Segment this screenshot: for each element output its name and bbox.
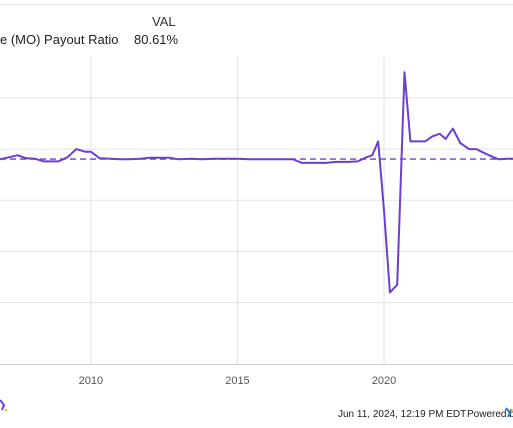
legend-series-name: e (MO) Payout Ratio [0,32,119,47]
x-tick-label-2010: 2010 [79,375,103,387]
powered-by-label: Powered by [467,409,513,420]
ycharts-logo-icon [0,399,8,412]
top-rule [0,4,513,5]
x-tick-label-2015: 2015 [225,375,249,387]
series-line [0,71,513,294]
x-tick-label-2020: 2020 [372,375,396,387]
legend-series-value: 80.61% [134,32,179,47]
legend-header: VAL [152,14,176,29]
ycharts-brand-icon [505,407,513,418]
timestamp: Jun 11, 2024, 12:19 PM EDT [338,409,467,420]
